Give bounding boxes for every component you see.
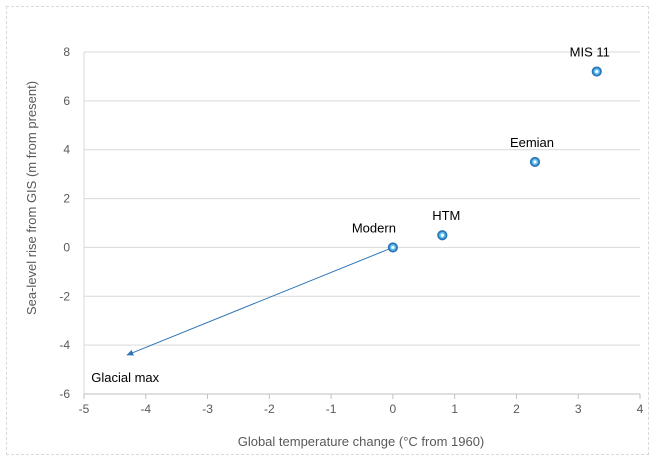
x-tick-label: 3 [575, 402, 582, 416]
y-tick-label: 6 [63, 94, 70, 108]
y-tick-label: 2 [63, 192, 70, 206]
x-tick-label: -4 [140, 402, 151, 416]
x-tick-label: 2 [513, 402, 520, 416]
arrow-layer [126, 246, 394, 356]
x-tick-label: -1 [326, 402, 337, 416]
x-tick-label: 4 [637, 402, 644, 416]
x-tick-label: -3 [202, 402, 213, 416]
x-axis-title: Global temperature change (°C from 1960) [238, 434, 485, 449]
glacial-max-label: Glacial max [91, 370, 159, 385]
y-tick-label: -2 [59, 289, 70, 303]
data-points [387, 66, 602, 253]
axes [83, 52, 641, 399]
data-point-center [391, 245, 395, 250]
grid-lines [84, 51, 640, 346]
y-axis-title: Sea-level rise from GIS (m from present) [24, 81, 39, 315]
x-tick-label: -2 [264, 402, 275, 416]
y-tick-label: -4 [59, 338, 70, 352]
y-tick-labels: -6 -4 -2 0 2 4 6 8 [59, 45, 70, 401]
glacial-max-arrow [126, 246, 394, 356]
chart-frame [6, 6, 649, 455]
y-tick-label: 0 [63, 240, 70, 254]
data-point-center [533, 160, 537, 164]
y-tick-label: -6 [59, 387, 70, 401]
y-tick-label: 8 [63, 45, 70, 59]
point-labels: Glacial max Modern HTM Eemian MIS 11 [91, 45, 610, 385]
data-point-center [440, 233, 444, 237]
x-tick-labels: -5 -4 -3 -2 -1 0 1 2 3 4 [79, 402, 644, 416]
y-tick-label: 4 [63, 143, 70, 157]
x-tick-label: -5 [79, 402, 90, 416]
x-tick-label: 1 [451, 402, 458, 416]
point-label: HTM [432, 208, 460, 223]
data-point-center [595, 69, 599, 74]
point-label: MIS 11 [570, 45, 610, 60]
point-label: Eemian [510, 135, 554, 150]
point-label: Modern [352, 220, 396, 235]
x-tick-label: 0 [390, 402, 397, 416]
